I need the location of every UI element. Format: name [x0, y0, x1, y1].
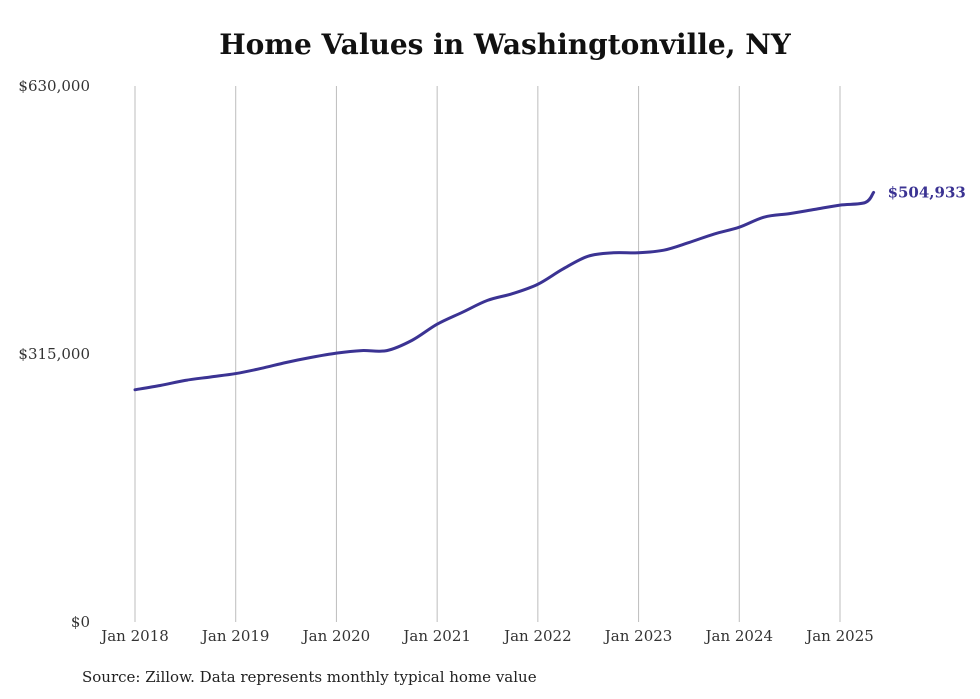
- x-tick-label: Jan 2023: [603, 627, 673, 645]
- chart-title: Home Values in Washingtonville, NY: [219, 28, 791, 61]
- end-value-label: $504,933: [888, 183, 966, 201]
- x-tick-label: Jan 2019: [200, 627, 270, 645]
- x-tick-label: Jan 2020: [301, 627, 371, 645]
- end-value-label-text: $504,933: [888, 183, 966, 201]
- grid-lines: [134, 86, 841, 622]
- series-layer: [133, 190, 876, 392]
- line-chart: $0$315,000$630,000 Jan 2018 Jan 2019 Jan 2…: [18, 77, 966, 645]
- x-tick-label: Jan 2018: [99, 627, 169, 645]
- source-note: Source: Zillow. Data represents monthly …: [82, 668, 537, 686]
- y-tick-label: $0: [71, 613, 90, 631]
- x-tick-label: Jan 2025: [804, 627, 874, 645]
- x-axis-ticks: Jan 2018 Jan 2019 Jan 2020 Jan 2021 Jan 2022…: [99, 627, 874, 645]
- y-tick-label: $630,000: [18, 77, 90, 95]
- series-line: [133, 190, 876, 392]
- x-tick-label: Jan 2021: [401, 627, 471, 645]
- x-tick-label: Jan 2022: [502, 627, 572, 645]
- y-tick-label: $315,000: [18, 345, 90, 363]
- y-axis-ticks: $0 $315,000 $630,000: [18, 77, 90, 631]
- x-tick-label: Jan 2024: [704, 627, 774, 645]
